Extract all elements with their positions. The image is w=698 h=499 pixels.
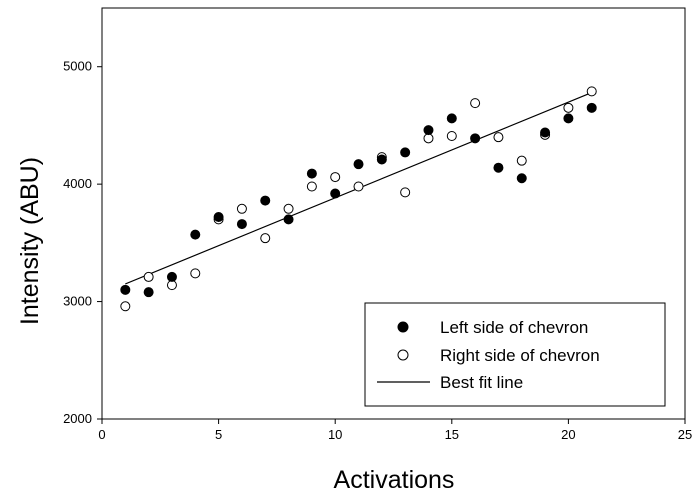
point-left-side (213, 212, 224, 223)
point-left-side (306, 168, 317, 179)
x-tick-label: 25 (678, 427, 692, 442)
point-left-side (563, 113, 574, 124)
legend-label-fit: Best fit line (440, 373, 523, 392)
legend-label-right: Right side of chevron (440, 346, 600, 365)
plot-frame (101, 7, 686, 420)
point-right-side (330, 172, 341, 183)
point-left-side (493, 162, 504, 173)
point-left-side (120, 284, 131, 295)
y-tick-label: 3000 (63, 294, 92, 309)
y-tick-label: 2000 (63, 411, 92, 426)
x-tick-label: 10 (328, 427, 342, 442)
legend-box (364, 302, 666, 407)
point-left-side (166, 271, 177, 282)
point-right-side (353, 181, 364, 192)
x-tick-label: 15 (445, 427, 459, 442)
legend: Left side of chevron Right side of chevr… (364, 302, 666, 407)
point-right-side (143, 271, 154, 282)
point-right-side (306, 181, 317, 192)
point-left-side (400, 147, 411, 158)
point-right-side (283, 203, 294, 214)
point-right-side (423, 133, 434, 144)
point-right-side (563, 102, 574, 113)
point-left-side (446, 113, 457, 124)
point-right-side (586, 86, 597, 97)
marks-group (120, 86, 597, 312)
point-left-side (586, 102, 597, 113)
point-right-side (493, 132, 504, 143)
y-tick-label: 4000 (63, 176, 92, 191)
point-right-side (516, 155, 527, 166)
point-left-side (423, 125, 434, 136)
point-right-side (120, 301, 131, 312)
point-left-side (516, 173, 527, 184)
point-right-side (166, 280, 177, 291)
x-axis-title: Activations (334, 466, 455, 494)
point-left-side (470, 133, 481, 144)
point-right-side (260, 233, 271, 244)
point-right-side (190, 268, 201, 279)
point-left-side (260, 195, 271, 206)
y-axis-title: Intensity (ABU) (16, 157, 44, 325)
legend-marker-right (397, 349, 409, 361)
point-left-side (376, 154, 387, 165)
point-left-side (540, 127, 551, 138)
x-tick-label: 0 (98, 427, 105, 442)
point-left-side (143, 287, 154, 298)
point-right-side (236, 203, 247, 214)
point-left-side (283, 214, 294, 225)
legend-label-left: Left side of chevron (440, 318, 588, 337)
point-left-side (236, 219, 247, 230)
axes-group: 0 5 10 15 20 25 2000 3000 4000 5000 (63, 7, 692, 442)
point-left-side (190, 229, 201, 240)
legend-marker-left (397, 321, 409, 333)
point-left-side (353, 159, 364, 170)
point-right-side (446, 130, 457, 141)
point-left-side (330, 188, 341, 199)
x-tick-label: 20 (561, 427, 575, 442)
x-tick-label: 5 (215, 427, 222, 442)
y-tick-label: 5000 (63, 59, 92, 74)
point-right-side (470, 98, 481, 109)
point-right-side (400, 187, 411, 198)
